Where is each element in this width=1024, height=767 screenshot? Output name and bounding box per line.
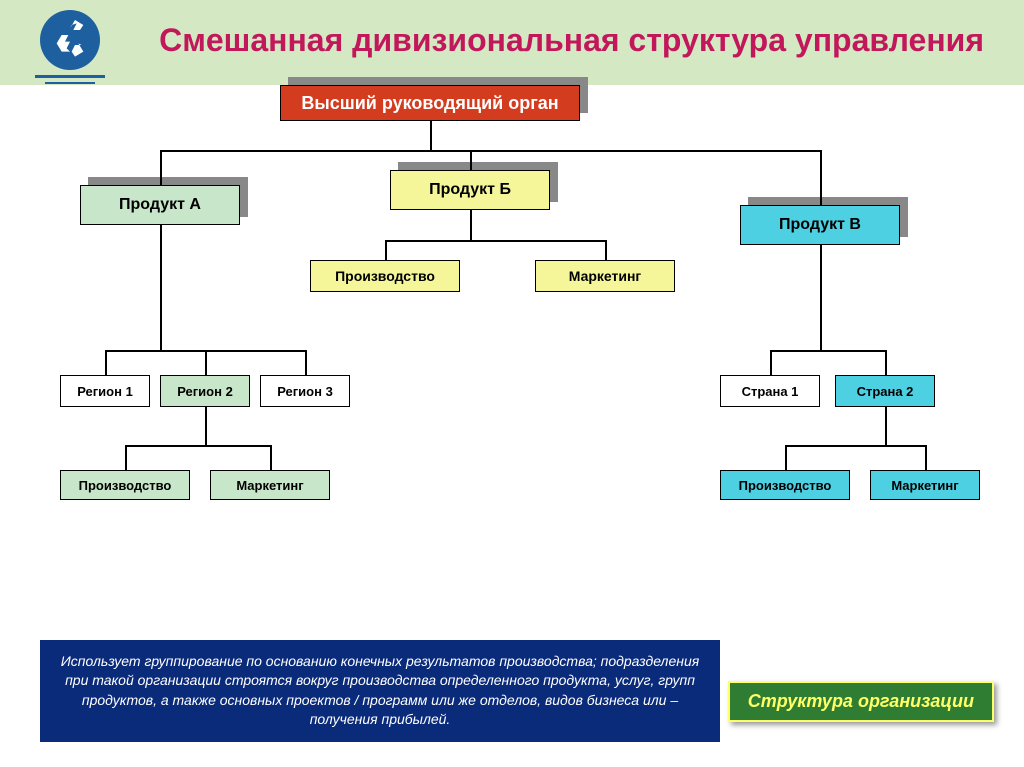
node-ctry2: Страна 2 xyxy=(835,375,935,407)
connector xyxy=(785,445,926,447)
node-cProd: Производство xyxy=(720,470,850,500)
node-aMark: Маркетинг xyxy=(210,470,330,500)
connector xyxy=(470,150,472,171)
connector xyxy=(820,150,822,206)
connector xyxy=(160,150,162,186)
node-top: Высший руководящий орган xyxy=(280,85,580,121)
recycle-arrows-icon xyxy=(50,20,90,60)
connector xyxy=(385,240,387,261)
node-reg2: Регион 2 xyxy=(160,375,250,407)
connector xyxy=(125,445,271,447)
connector xyxy=(160,150,821,152)
node-prodC: Продукт В xyxy=(740,205,900,245)
node-bMark: Маркетинг xyxy=(535,260,675,292)
connector xyxy=(125,445,127,471)
node-prodB: Продукт Б xyxy=(390,170,550,210)
connector xyxy=(885,407,887,446)
connector xyxy=(605,240,607,261)
node-bProd: Производство xyxy=(310,260,460,292)
header: Смешанная дивизиональная структура управ… xyxy=(0,0,1024,85)
connector xyxy=(885,350,887,376)
connector xyxy=(105,350,107,376)
node-cMark: Маркетинг xyxy=(870,470,980,500)
connector xyxy=(270,445,272,471)
footer-text: Использует группирование по основанию ко… xyxy=(61,653,699,728)
connector xyxy=(770,350,886,352)
connector xyxy=(820,245,822,351)
page-title: Смешанная дивизиональная структура управ… xyxy=(120,21,984,59)
connector xyxy=(925,445,927,471)
connector xyxy=(305,350,307,376)
connector xyxy=(385,240,606,242)
node-ctry1: Страна 1 xyxy=(720,375,820,407)
icon-underline xyxy=(45,82,95,84)
connector xyxy=(770,350,772,376)
connector xyxy=(470,210,472,241)
footer-description: Использует группирование по основанию ко… xyxy=(40,640,720,742)
node-prodA: Продукт А xyxy=(80,185,240,225)
connector xyxy=(205,350,207,376)
org-chart: Высший руководящий орган Продукт А Продукт… xyxy=(0,85,1024,585)
node-reg1: Регион 1 xyxy=(60,375,150,407)
recycle-icon xyxy=(40,10,100,70)
icon-underline xyxy=(35,75,105,78)
connector xyxy=(430,121,432,151)
badge-label: Структура организации xyxy=(748,691,974,711)
node-aProd: Производство xyxy=(60,470,190,500)
section-badge: Структура организации xyxy=(728,681,994,722)
node-reg3: Регион 3 xyxy=(260,375,350,407)
connector xyxy=(205,407,207,446)
connector xyxy=(785,445,787,471)
connector xyxy=(160,225,162,351)
